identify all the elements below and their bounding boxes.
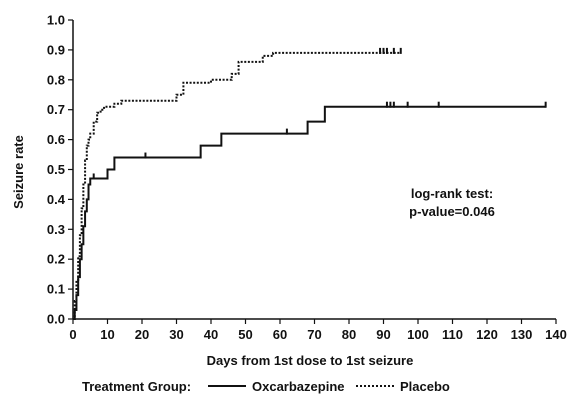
y-tick-label: 0.9 bbox=[47, 42, 65, 57]
y-tick-label: 0.2 bbox=[47, 252, 65, 267]
y-tick-label: 0.4 bbox=[47, 192, 66, 207]
x-tick-label: 60 bbox=[273, 327, 287, 342]
x-tick-label: 100 bbox=[407, 327, 429, 342]
x-tick-label: 120 bbox=[476, 327, 498, 342]
x-axis-label: Days from 1st dose to 1st seizure bbox=[207, 353, 414, 368]
y-tick-label: 0.3 bbox=[47, 222, 65, 237]
y-tick-label: 0.7 bbox=[47, 102, 65, 117]
x-tick-label: 50 bbox=[238, 327, 252, 342]
legend: Treatment Group: Oxcarbazepine Placebo bbox=[82, 379, 450, 394]
legend-entry-oxcarbazepine: Oxcarbazepine bbox=[252, 379, 345, 394]
y-tick-label: 0.0 bbox=[47, 312, 65, 327]
y-tick-label: 1.0 bbox=[47, 13, 65, 28]
x-tick-label: 90 bbox=[376, 327, 390, 342]
legend-entry-placebo: Placebo bbox=[400, 379, 450, 394]
axes: 0.0 0.1 0.2 0.3 0.4 0.5 0.6 0.7 0.8 0.9 1.0 0 10 20 30… bbox=[47, 13, 567, 343]
y-tick-label: 0.8 bbox=[47, 72, 65, 87]
y-tick-label: 0.1 bbox=[47, 282, 65, 297]
legend-title: Treatment Group: bbox=[82, 379, 191, 394]
x-tick-label: 140 bbox=[545, 327, 567, 342]
x-tick-label: 20 bbox=[135, 327, 149, 342]
x-tick-label: 10 bbox=[100, 327, 114, 342]
y-axis-label: Seizure rate bbox=[11, 135, 26, 209]
series-line-placebo bbox=[73, 51, 401, 320]
series-layer bbox=[73, 47, 547, 320]
x-tick-label: 130 bbox=[511, 327, 533, 342]
x-tick-label: 110 bbox=[442, 327, 463, 342]
p-value-annotation: p-value=0.046 bbox=[409, 204, 495, 219]
x-tick-label: 80 bbox=[342, 327, 356, 342]
log-rank-annotation: log-rank test: bbox=[411, 186, 493, 201]
x-tick-label: 70 bbox=[307, 327, 321, 342]
x-tick-label: 40 bbox=[204, 327, 218, 342]
x-tick-label: 30 bbox=[169, 327, 183, 342]
y-tick-label: 0.5 bbox=[47, 162, 65, 177]
y-tick-label: 0.6 bbox=[47, 132, 65, 147]
x-tick-label: 0 bbox=[69, 327, 76, 342]
